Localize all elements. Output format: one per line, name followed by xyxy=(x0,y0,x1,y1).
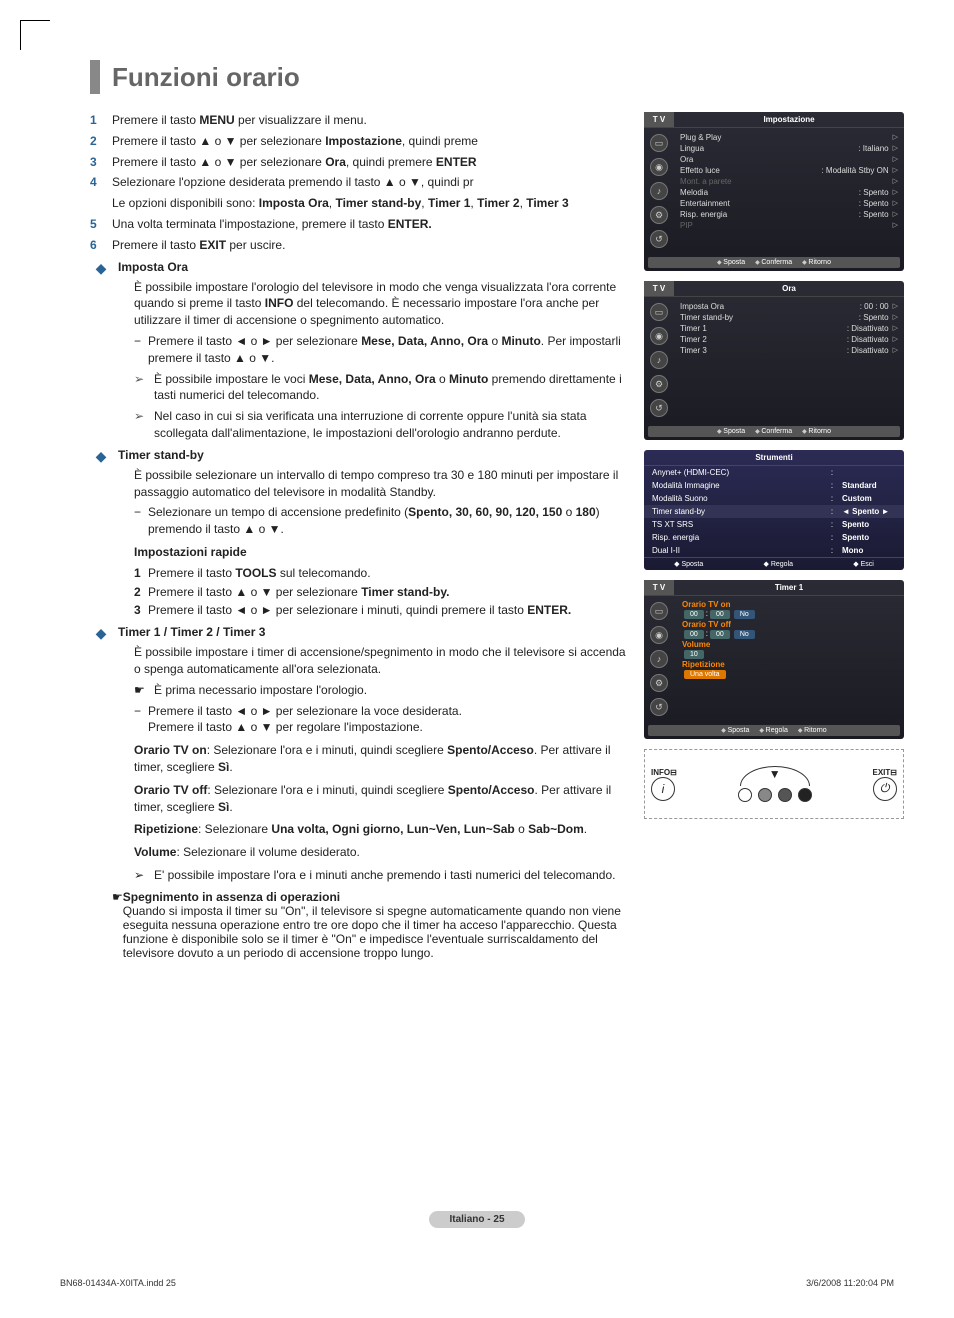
diamond-icon: ◆ xyxy=(90,448,112,465)
tools-row: Modalità Immagine: Standard xyxy=(644,479,904,492)
osd-row: Timer 2: Disattivato▷ xyxy=(680,334,898,345)
diamond-icon: ◆ xyxy=(90,625,112,642)
osd-timer1: T VTimer 1 ▭◉♪⚙↺ Orario TV on 00:00No Or… xyxy=(644,580,904,739)
section-spegnimento: ☛ Spegnimento in assenza di operazioni Q… xyxy=(90,890,634,960)
section-timer-standby: ◆Timer stand-by È possibile selezionare … xyxy=(90,448,634,619)
tools-row: Anynet+ (HDMI-CEC): xyxy=(644,466,904,479)
remote-dot xyxy=(738,788,752,802)
remote-dot xyxy=(778,788,792,802)
osd-row: Timer stand-by: Spento▷ xyxy=(680,312,898,323)
tools-row: Modalità Suono: Custom xyxy=(644,492,904,505)
diamond-icon: ◆ xyxy=(90,260,112,277)
osd-side-icons: ▭◉♪⚙↺ xyxy=(644,128,674,254)
tools-row: Timer stand-by:◄ Spento ► xyxy=(644,505,904,518)
osd-side-icons: ▭◉♪⚙↺ xyxy=(644,596,674,722)
osd-row: Plug & Play▷ xyxy=(680,132,898,143)
osd-row: Mont. a parete▷ xyxy=(680,176,898,187)
note-arrow-icon: ➢ xyxy=(134,371,154,405)
osd-strumenti: Strumenti Anynet+ (HDMI-CEC): Modalità I… xyxy=(644,450,904,570)
title-bar: Funzioni orario xyxy=(90,60,904,94)
osd-row: Risp. energia: Spento▷ xyxy=(680,209,898,220)
hand-icon: ☛ xyxy=(112,890,123,960)
tools-row: Risp. energia: Spento xyxy=(644,531,904,544)
crop-mark xyxy=(20,20,50,50)
osd-row: Melodia: Spento▷ xyxy=(680,187,898,198)
note-arrow-icon: ➢ xyxy=(134,867,154,884)
section-imposta-ora: ◆Imposta Ora È possibile impostare l'oro… xyxy=(90,260,634,442)
note-arrow-icon: ➢ xyxy=(134,408,154,442)
step-list: 1Premere il tasto MENU per visualizzare … xyxy=(90,112,634,254)
osd-row: Imposta Ora: 00 : 00▷ xyxy=(680,301,898,312)
arc-icon: ▼ xyxy=(740,766,810,786)
main-column: 1Premere il tasto MENU per visualizzare … xyxy=(90,112,634,960)
tools-row: Dual I-II: Mono xyxy=(644,544,904,557)
page-footer: Italiano - 25 xyxy=(0,1211,954,1228)
osd-row: Timer 1: Disattivato▷ xyxy=(680,323,898,334)
tools-row: TS XT SRS: Spento xyxy=(644,518,904,531)
osd-row: Effetto luce: Modalità Stby ON▷ xyxy=(680,165,898,176)
timer-details: Orario TV on: Selezionare l'ora e i minu… xyxy=(134,742,634,884)
remote-dot xyxy=(798,788,812,802)
osd-row: Ora▷ xyxy=(680,154,898,165)
osd-impostazione: T VImpostazione ▭◉♪⚙↺ Plug & Play▷Lingua… xyxy=(644,112,904,271)
osd-side-icons: ▭◉♪⚙↺ xyxy=(644,297,674,423)
remote-diagram: INFO⊟ i ▼ EXIT⊟ ⏻ xyxy=(644,749,904,819)
osd-row: Lingua: Italiano▷ xyxy=(680,143,898,154)
osd-ora: T VOra ▭◉♪⚙↺ Imposta Ora: 00 : 00▷Timer … xyxy=(644,281,904,440)
doc-footer: BN68-01434A-X0ITA.indd 25 3/6/2008 11:20… xyxy=(60,1278,894,1288)
osd-row: Entertainment: Spento▷ xyxy=(680,198,898,209)
exit-button-icon: ⏻ xyxy=(873,777,897,801)
info-button-icon: i xyxy=(651,777,675,801)
remote-dot xyxy=(758,788,772,802)
hand-icon: ☛ xyxy=(134,682,154,699)
osd-row: Timer 3: Disattivato▷ xyxy=(680,345,898,356)
section-timer123: ◆Timer 1 / Timer 2 / Timer 3 È possibile… xyxy=(90,625,634,736)
osd-row: PIP▷ xyxy=(680,220,898,231)
page-title: Funzioni orario xyxy=(112,62,300,93)
osd-column: T VImpostazione ▭◉♪⚙↺ Plug & Play▷Lingua… xyxy=(644,112,904,960)
